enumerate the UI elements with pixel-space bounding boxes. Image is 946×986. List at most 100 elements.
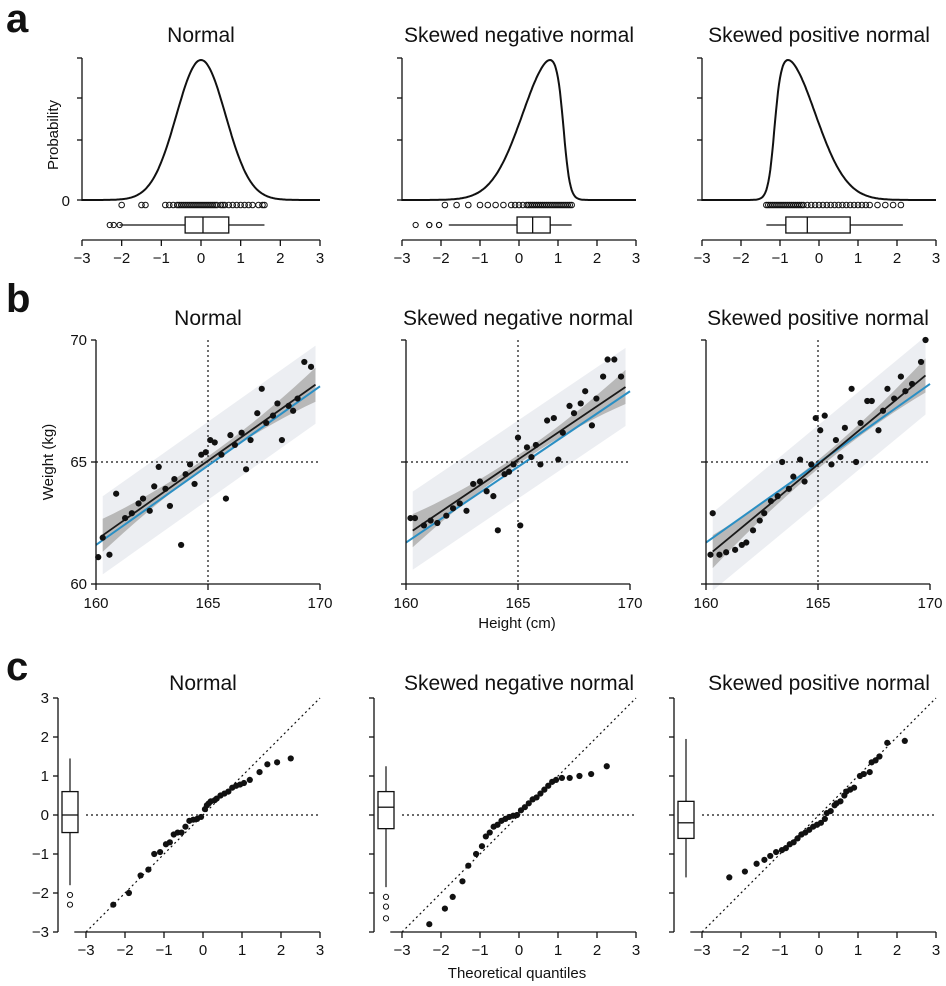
regression-point-2-31 (879, 407, 887, 414)
qq-point-0-31 (264, 761, 271, 768)
qq-x-tick-label-0-1: −2 (116, 942, 133, 959)
density-sample-2-17 (796, 201, 803, 209)
regression-point-1-34 (604, 356, 611, 363)
regression-point-0-0 (95, 554, 102, 561)
qq-point-1-29 (588, 770, 595, 778)
regression-point-2-13 (785, 485, 792, 492)
qq-point-2-7 (782, 845, 789, 852)
density-x-tick-label-2-5: 2 (893, 250, 901, 267)
regression-point-1-22 (537, 461, 544, 468)
density-x-tick-label-2-1: −2 (732, 250, 749, 267)
density-sample-2-27 (831, 201, 838, 209)
regression-panel-0: Normal 160 165 170 60 65 70 (70, 307, 332, 612)
qq-point-1-27 (566, 774, 573, 782)
density-title-1: Skewed negative normal (404, 24, 634, 47)
density-sample-0-38 (259, 201, 266, 209)
density-sample-1-7 (507, 201, 515, 209)
density-sample-2-31 (846, 201, 854, 209)
regression-point-0-34 (278, 436, 286, 444)
regression-point-0-39 (307, 363, 315, 370)
regression-true-line-0 (95, 385, 321, 546)
regression-point-2-12 (779, 458, 786, 466)
regression-point-1-35 (611, 356, 618, 363)
regression-point-1-7 (456, 500, 463, 507)
density-sample-1-8 (511, 201, 519, 209)
regression-point-1-2 (420, 522, 428, 529)
density-sample-0-4 (165, 201, 173, 209)
density-sample-2-29 (839, 201, 846, 209)
qq-x-tick-label-2-5: 2 (893, 942, 901, 959)
density-sample-0-30 (225, 201, 233, 209)
qq-box-outlier-0-0 (66, 891, 74, 899)
regression-point-2-21 (828, 461, 835, 468)
density-x-tick-label-2-6: 3 (932, 250, 940, 267)
qq-point-2-33 (884, 739, 891, 746)
regression-point-2-30 (875, 427, 882, 434)
density-sample-0-32 (233, 201, 240, 209)
regression-point-0-9 (151, 483, 158, 490)
density-sample-0-1 (138, 201, 145, 209)
density-x-tick-label-1-2: −1 (471, 250, 488, 267)
density-sample-2-23 (815, 201, 823, 209)
regression-point-2-14 (790, 473, 797, 480)
density-sample-1-6 (500, 201, 507, 209)
regression-point-2-36 (908, 380, 916, 388)
density-panel-0: Normal −3 −2 −1 0 1 2 3 (73, 24, 324, 267)
qq-point-2-3 (761, 856, 768, 863)
qq-point-2-29 (866, 769, 873, 776)
density-x-tick-label-0-1: −2 (113, 250, 130, 267)
density-sample-1-2 (465, 201, 472, 209)
regression-point-1-28 (570, 410, 578, 417)
regression-point-1-18 (517, 522, 524, 529)
qq-point-2-0 (726, 874, 733, 881)
regression-point-1-10 (476, 478, 484, 485)
regression-x-tick-label-2-1: 165 (805, 595, 830, 612)
regression-title-2: Skewed positive normal (707, 307, 929, 330)
regression-point-2-20 (821, 412, 828, 419)
density-sample-2-40 (897, 201, 905, 209)
density-curve-2 (702, 58, 936, 201)
qq-point-0-10 (178, 829, 185, 836)
density-sample-1-5 (492, 201, 499, 209)
regression-x-tick-label-1-0: 160 (393, 595, 418, 612)
qq-point-1-1 (441, 905, 448, 912)
regression-y-tick-label-2: 70 (70, 332, 87, 349)
regression-point-2-0 (707, 551, 714, 558)
qq-point-1-4 (465, 862, 472, 869)
regression-point-0-29 (254, 410, 261, 417)
regression-point-2-22 (832, 436, 840, 444)
qq-y-tick-label-3: 0 (41, 807, 49, 824)
regression-point-1-16 (510, 461, 517, 468)
qq-point-2-22 (837, 798, 844, 805)
qq-point-0-15 (197, 813, 205, 821)
qq-y-tick-label-0: −3 (32, 924, 49, 941)
qq-point-2-9 (790, 839, 797, 846)
regression-point-2-27 (857, 419, 864, 427)
regression-point-0-13 (171, 475, 178, 483)
density-x-tick-label-1-4: 1 (554, 250, 562, 267)
regression-point-0-36 (290, 407, 297, 414)
regression-point-2-29 (868, 397, 875, 405)
regression-point-0-26 (238, 429, 245, 436)
qq-y-tick-label-6: 3 (41, 690, 49, 707)
density-sample-2-32 (850, 201, 858, 209)
qq-point-1-8 (486, 829, 493, 836)
density-sample-1-9 (515, 201, 523, 209)
qq-box-outlier-1-2 (382, 915, 390, 922)
qq-point-2-26 (851, 784, 858, 791)
regression-point-2-26 (852, 458, 860, 466)
density-box-outlier-1-2 (412, 221, 419, 229)
regression-point-0-2 (106, 551, 113, 558)
regression-point-0-5 (128, 510, 135, 517)
density-box-0 (184, 216, 230, 234)
qq-point-0-11 (182, 823, 189, 830)
qq-point-1-15 (513, 811, 521, 819)
row-b-regressions: Normal 160 165 170 60 65 70 Skewed negative nor… (40, 307, 943, 612)
regression-point-1-4 (434, 519, 441, 527)
density-box-outlier-0-0 (110, 221, 117, 229)
density-sample-0-39 (261, 201, 268, 209)
qq-box-outlier-1-0 (382, 893, 390, 901)
regression-point-2-9 (761, 510, 768, 517)
density-sample-1-32 (564, 201, 572, 209)
